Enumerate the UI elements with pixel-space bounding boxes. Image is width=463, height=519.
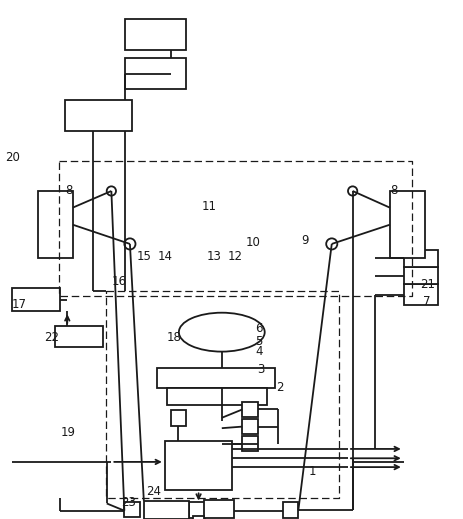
Bar	[38, 191, 73, 258]
Bar	[242, 402, 257, 417]
Bar	[242, 419, 257, 434]
Text: 22: 22	[44, 331, 59, 344]
Bar	[12, 288, 60, 311]
Bar	[55, 326, 103, 347]
Bar	[164, 441, 232, 490]
Bar	[242, 436, 257, 451]
Text: 11: 11	[201, 200, 216, 213]
Text: 12: 12	[227, 250, 242, 263]
Text: 10: 10	[245, 236, 260, 249]
Text: 8: 8	[65, 184, 72, 197]
Bar	[403, 250, 438, 267]
Text: 23: 23	[121, 496, 136, 509]
Bar	[144, 501, 189, 519]
Text: 8: 8	[389, 184, 396, 197]
Bar	[403, 267, 438, 284]
Bar	[389, 191, 424, 258]
Bar	[192, 516, 204, 519]
Text: 7: 7	[422, 295, 430, 308]
Text: 4: 4	[255, 345, 262, 358]
Bar	[125, 58, 185, 89]
Text: 2: 2	[275, 381, 283, 394]
Bar	[204, 500, 234, 518]
Bar	[125, 19, 185, 50]
Text: 3: 3	[257, 363, 264, 376]
Bar	[170, 410, 186, 426]
Text: 9: 9	[301, 234, 308, 247]
Text: 1: 1	[308, 465, 315, 477]
Text: 15: 15	[137, 250, 151, 263]
Bar	[189, 502, 204, 518]
Bar	[282, 502, 298, 518]
Text: 24: 24	[146, 485, 161, 498]
Bar	[156, 368, 275, 388]
Bar	[65, 100, 132, 131]
Text: 13: 13	[206, 250, 221, 263]
Bar	[403, 284, 438, 305]
Text: 18: 18	[167, 331, 181, 344]
Text: 14: 14	[157, 250, 172, 263]
Text: 16: 16	[111, 275, 126, 288]
Text: 20: 20	[5, 151, 19, 163]
Text: 6: 6	[255, 322, 262, 335]
Ellipse shape	[179, 312, 264, 352]
Text: 5: 5	[255, 335, 262, 348]
Bar	[124, 502, 139, 517]
Text: 21: 21	[419, 278, 434, 291]
Bar	[167, 388, 266, 405]
Text: 17: 17	[12, 298, 26, 311]
Text: 19: 19	[60, 426, 75, 439]
